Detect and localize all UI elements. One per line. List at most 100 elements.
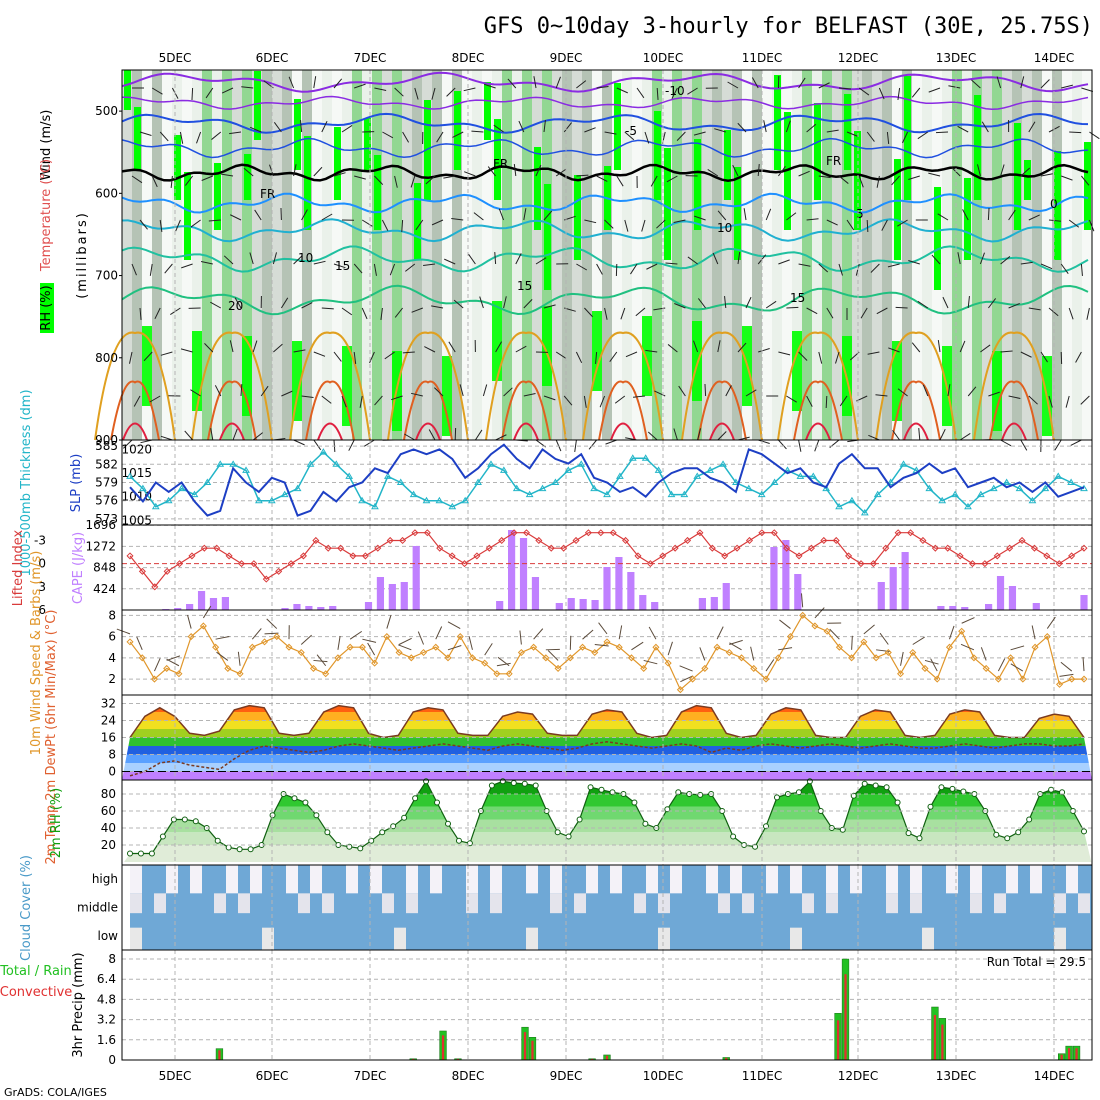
thickness-point (886, 478, 895, 485)
wind-point (554, 664, 562, 672)
wind-barb (321, 395, 332, 404)
cape-bar (1080, 595, 1088, 610)
wind-barb (595, 351, 598, 364)
cape-bar (639, 595, 647, 610)
pressure-tick-label: 600 (95, 186, 118, 200)
date-label-bottom: 14DEC (1034, 1069, 1074, 1083)
wind-barb (436, 131, 444, 143)
wind-point (591, 648, 599, 657)
wind-barb (846, 131, 859, 137)
wind-barb (555, 168, 567, 177)
wind-barb (599, 395, 606, 408)
wind-barb (778, 439, 787, 450)
wind-barb (777, 165, 786, 177)
cloud-high-cell (166, 865, 178, 894)
cape-bar (305, 606, 313, 610)
date-label-bottom: 5DEC (159, 1069, 192, 1083)
thickness-point (590, 484, 598, 492)
wind-point (322, 670, 330, 678)
contour-10 (121, 245, 1089, 273)
credit-text: GrADS: COLA/IGES (4, 1086, 107, 1099)
contour-25 (305, 380, 355, 441)
wind-barb (888, 347, 900, 353)
wind-barb (503, 387, 513, 397)
contour-30 (1001, 422, 1027, 441)
rh-point (576, 816, 583, 823)
wind-point (921, 664, 929, 672)
wind-barb (967, 386, 977, 397)
wind-barb (942, 296, 949, 309)
wind-barb (184, 430, 193, 441)
rh-band (422, 70, 432, 440)
wind-barb (201, 175, 213, 181)
rh-band (302, 70, 312, 440)
wind-barb (891, 175, 900, 186)
wind-barb (981, 121, 989, 133)
wind10-barb (980, 647, 987, 661)
wind-barb (369, 351, 375, 364)
cloud-high-cell (490, 865, 502, 894)
wind-point (652, 643, 660, 651)
wind-barb (535, 164, 542, 177)
lifted-point (907, 529, 915, 537)
wind-barb (866, 219, 869, 233)
cloud-low-cell (526, 927, 538, 950)
thickness-point (358, 496, 366, 504)
rh-point (313, 812, 320, 819)
thickness-point (229, 460, 238, 467)
wind-barb (494, 251, 497, 265)
rh-cell (174, 135, 181, 200)
wind-point (872, 654, 880, 662)
wind-barb (1068, 307, 1074, 320)
rh-cell (1014, 123, 1021, 230)
rh-cell (494, 119, 501, 200)
wind-barb (596, 263, 603, 275)
precip-convective-bar (605, 1055, 609, 1060)
wind-barb (798, 170, 810, 177)
wind-barb (507, 78, 517, 89)
wind-barb (868, 434, 880, 441)
wind-barb (687, 87, 698, 95)
rh-point (488, 782, 495, 789)
wind-barb (543, 210, 553, 221)
lifted-point (448, 552, 456, 560)
rh-band (552, 70, 562, 440)
wind-barb (979, 252, 985, 265)
wind10-barb (961, 617, 975, 624)
wind-barb (431, 219, 444, 226)
wind-point (187, 633, 195, 641)
cape-bar (710, 597, 718, 610)
lifted-point (188, 552, 196, 560)
rh-tick-label: 60 (101, 804, 116, 818)
rh-band (782, 70, 792, 440)
cloud-high-cell (970, 865, 982, 894)
wind-barb (410, 392, 423, 397)
cloud-high-cell (286, 865, 298, 894)
thickness-tick-label: 582 (95, 457, 118, 471)
wind-barb (732, 164, 739, 177)
lifted-point (287, 560, 295, 568)
wind-barb (1020, 76, 1025, 89)
wind-barb (446, 87, 456, 97)
thickness-point (371, 502, 379, 510)
wind-barb (229, 131, 242, 135)
chart-title: GFS 0~10day 3-hourly for BELFAST (30E, 2… (484, 14, 1093, 39)
rh-band (862, 70, 872, 440)
rh-band (462, 70, 472, 440)
rh-cell (1084, 142, 1091, 230)
wind-barb (159, 131, 169, 142)
wind-barb (273, 121, 282, 133)
wind-point (603, 638, 611, 646)
wind10-barb (598, 622, 608, 635)
wind-barb (139, 307, 142, 320)
wind-barb (434, 387, 444, 397)
lifted-point (473, 552, 481, 560)
rh-band (382, 70, 392, 440)
wind-barb (737, 342, 747, 353)
cloud-high-cell (190, 865, 202, 894)
wind-barb (281, 390, 293, 397)
wind-barb (293, 255, 303, 265)
cloud-high-cell (1066, 865, 1078, 894)
wind-barb (1061, 175, 1073, 181)
wind10-barb (166, 655, 181, 661)
